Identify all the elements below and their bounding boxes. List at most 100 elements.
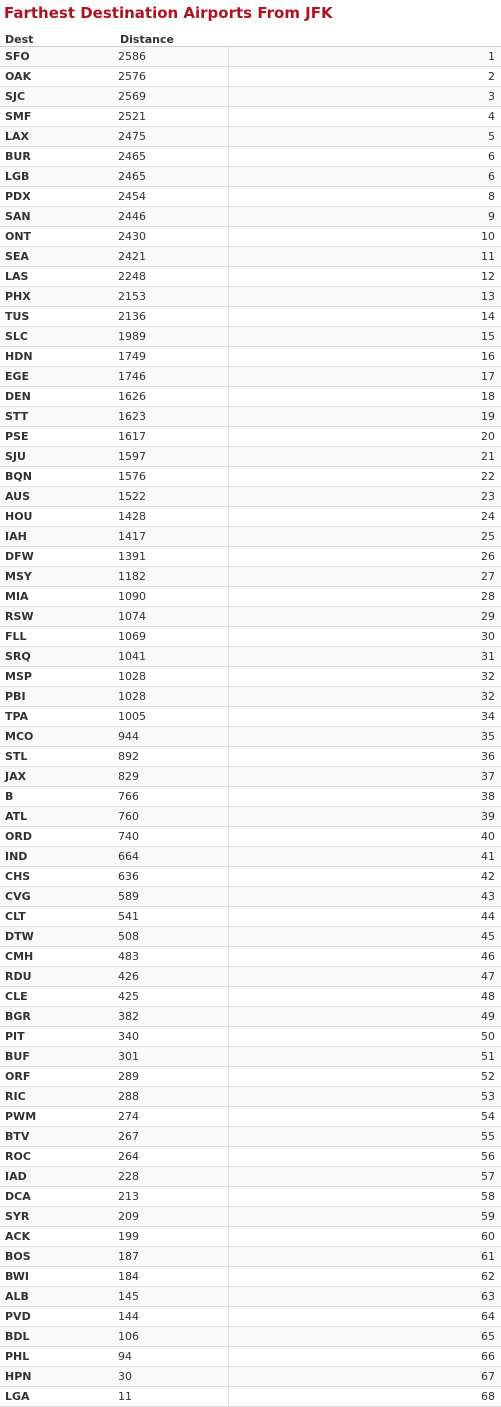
cell-dest: FLL	[0, 626, 115, 647]
cell-distance: 1391	[115, 546, 228, 567]
cell-rank: 24	[227, 506, 501, 527]
cell-rank: 38	[227, 786, 501, 807]
cell-rank: 63	[227, 1286, 501, 1307]
cell-distance: 944	[115, 726, 228, 747]
table-row: BUF 301 51	[0, 1046, 501, 1067]
cell-rank: 30	[227, 626, 501, 647]
cell-dest: PWM	[0, 1106, 115, 1127]
table-row: AUS 1522 23	[0, 486, 501, 507]
table-row: FLL 1069 30	[0, 626, 501, 647]
cell-dest: TUS	[0, 306, 115, 327]
table-row: CLE 425 48	[0, 986, 501, 1007]
cell-distance: 2465	[115, 166, 228, 187]
cell-rank: 28	[227, 586, 501, 607]
cell-dest: PIT	[0, 1026, 115, 1047]
cell-rank: 39	[227, 806, 501, 827]
cell-dest: ONT	[0, 226, 115, 247]
cell-rank: 64	[227, 1306, 501, 1327]
cell-rank: 48	[227, 986, 501, 1007]
cell-distance: 483	[115, 946, 228, 967]
cell-rank: 29	[227, 606, 501, 627]
cell-rank: 60	[227, 1226, 501, 1247]
cell-distance: 2430	[115, 226, 228, 247]
cell-distance: 199	[115, 1226, 228, 1247]
table-row: STT 1623 19	[0, 406, 501, 427]
cell-rank: 50	[227, 1026, 501, 1047]
table-row: ORD 740 40	[0, 826, 501, 847]
cell-distance: 184	[115, 1266, 228, 1287]
cell-distance: 1028	[115, 686, 228, 707]
cell-dest: CVG	[0, 886, 115, 907]
table-row: ONT 2430 10	[0, 226, 501, 247]
table-row: SFO 2586 1	[0, 46, 501, 67]
table-row: BTV 267 55	[0, 1126, 501, 1147]
cell-rank: 8	[227, 186, 501, 207]
cell-rank: 23	[227, 486, 501, 507]
cell-rank: 10	[227, 226, 501, 247]
table-row: CVG 589 43	[0, 886, 501, 907]
column-header-dest[interactable]: Dest	[0, 30, 115, 47]
cell-rank: 18	[227, 386, 501, 407]
cell-dest: OAK	[0, 66, 115, 87]
table-row: LAX 2475 5	[0, 126, 501, 147]
cell-dest: MIA	[0, 586, 115, 607]
cell-rank: 36	[227, 746, 501, 767]
cell-distance: 760	[115, 806, 228, 827]
cell-dest: STL	[0, 746, 115, 767]
cell-dest: AUS	[0, 486, 115, 507]
cell-dest: SJC	[0, 86, 115, 107]
cell-distance: 94	[115, 1346, 228, 1367]
cell-distance: 213	[115, 1186, 228, 1207]
cell-dest: RSW	[0, 606, 115, 627]
cell-rank: 12	[227, 266, 501, 287]
table-row: HPN 30 67	[0, 1366, 501, 1387]
cell-rank: 9	[227, 206, 501, 227]
cell-distance: 829	[115, 766, 228, 787]
cell-distance: 2521	[115, 106, 228, 127]
cell-distance: 1090	[115, 586, 228, 607]
table-row: ORF 289 52	[0, 1066, 501, 1087]
cell-rank: 57	[227, 1166, 501, 1187]
cell-distance: 1522	[115, 486, 228, 507]
table-row: RSW 1074 29	[0, 606, 501, 627]
column-header-rank[interactable]	[228, 30, 501, 47]
table-row: TPA 1005 34	[0, 706, 501, 727]
table-row: MIA 1090 28	[0, 586, 501, 607]
table-row: SLC 1989 15	[0, 326, 501, 347]
cell-rank: 65	[227, 1326, 501, 1347]
cell-rank: 19	[227, 406, 501, 427]
cell-rank: 4	[227, 106, 501, 127]
table-row: TUS 2136 14	[0, 306, 501, 327]
cell-distance: 2153	[115, 286, 228, 307]
table-row: PVD 144 64	[0, 1306, 501, 1327]
cell-distance: 1989	[115, 326, 228, 347]
cell-distance: 274	[115, 1106, 228, 1127]
cell-dest: B	[0, 786, 115, 807]
cell-rank: 31	[227, 646, 501, 667]
cell-dest: DCA	[0, 1186, 115, 1207]
cell-distance: 1182	[115, 566, 228, 587]
cell-dest: PHX	[0, 286, 115, 307]
cell-rank: 14	[227, 306, 501, 327]
cell-dest: SJU	[0, 446, 115, 467]
column-header-distance[interactable]: Distance	[115, 30, 228, 47]
cell-dest: BUR	[0, 146, 115, 167]
cell-distance: 1005	[115, 706, 228, 727]
cell-dest: MCO	[0, 726, 115, 747]
cell-distance: 1041	[115, 646, 228, 667]
cell-dest: SLC	[0, 326, 115, 347]
cell-dest: JAX	[0, 766, 115, 787]
cell-dest: PSE	[0, 426, 115, 447]
table-row: PSE 1617 20	[0, 426, 501, 447]
cell-rank: 62	[227, 1266, 501, 1287]
cell-dest: SMF	[0, 106, 115, 127]
table-row: STL 892 36	[0, 746, 501, 767]
cell-dest: STT	[0, 406, 115, 427]
cell-distance: 209	[115, 1206, 228, 1227]
cell-dest: MSY	[0, 566, 115, 587]
cell-rank: 43	[227, 886, 501, 907]
cell-dest: IND	[0, 846, 115, 867]
cell-distance: 289	[115, 1066, 228, 1087]
cell-rank: 49	[227, 1006, 501, 1027]
cell-rank: 41	[227, 846, 501, 867]
